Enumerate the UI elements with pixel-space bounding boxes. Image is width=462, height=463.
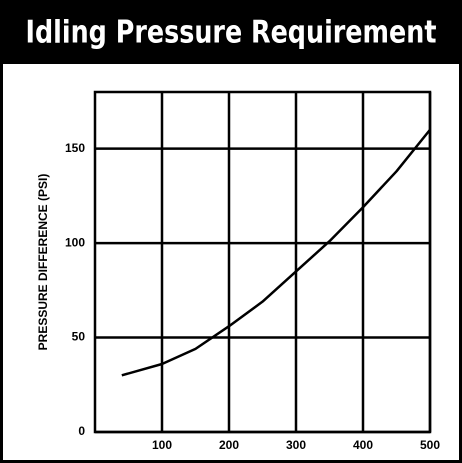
y-axis-label: PRESSURE DIFFERENCE (PSI) bbox=[36, 174, 50, 351]
y-tick-label: 0 bbox=[78, 424, 85, 438]
x-tick-label: 500 bbox=[420, 438, 440, 452]
x-tick-label: 200 bbox=[219, 438, 239, 452]
y-tick-label: 100 bbox=[65, 235, 85, 249]
y-tick-label: 50 bbox=[72, 330, 86, 344]
x-tick-label: 400 bbox=[353, 438, 373, 452]
chart-title: Idling Pressure Requirement bbox=[26, 14, 437, 50]
y-tick-label: 150 bbox=[65, 141, 85, 155]
x-tick-label: 300 bbox=[286, 438, 306, 452]
title-bar bbox=[0, 0, 462, 64]
x-tick-label: 100 bbox=[152, 438, 172, 452]
curve bbox=[121, 128, 431, 377]
